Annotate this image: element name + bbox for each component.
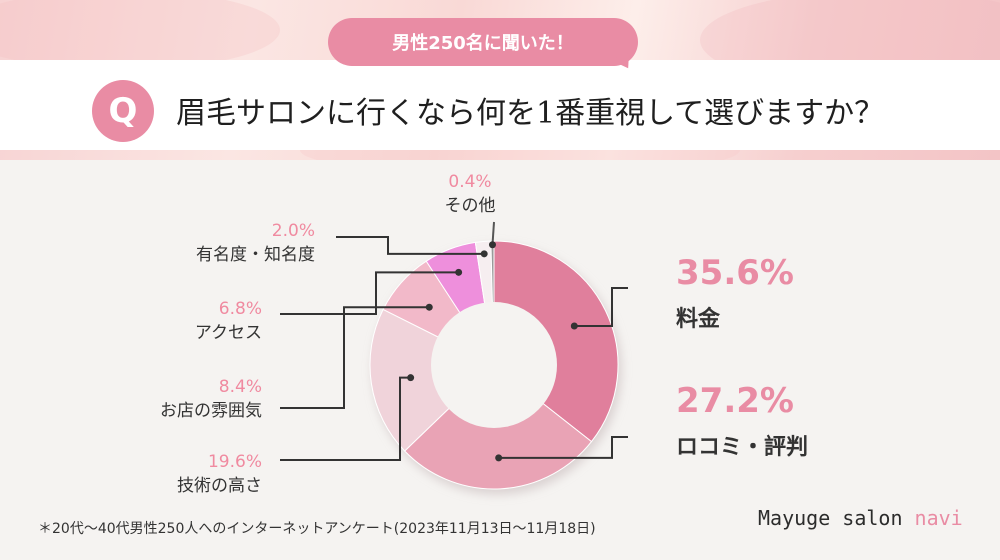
survey-tag: 男性250名に聞いた！ [328,18,638,66]
slice-percent-label-5: 6.8% [219,299,262,319]
question-badge: Q [92,80,154,142]
leader-dot-1 [570,322,578,330]
pie-slice-3 [369,308,495,452]
leader-dot-4 [425,303,433,311]
leader-dot-2 [495,454,503,462]
question-title: 眉毛サロンに行くなら何を1番重視して選びますか？ [176,96,885,131]
slice-percent-label-7: 0.4% [448,172,491,192]
slice-percent-label-6: 2.0% [272,221,315,241]
leader-dot-6 [480,250,488,258]
slice-percent-label-4: 8.4% [219,377,262,397]
leader-line-1 [574,287,628,327]
footnote: ＊20代〜40代男性250人へのインターネットアンケート(2023年11月13日… [38,521,596,537]
leader-dot-5 [455,268,463,276]
slice-category-label-1: 料金 [676,306,721,332]
pie-slice-1 [493,240,619,443]
leader-dot-3 [407,374,415,382]
brand-accent: navi [914,506,963,530]
leader-line-3 [280,376,411,461]
leader-line-7 [491,221,495,245]
slice-percent-label-1: 35.6% [676,253,794,293]
slice-category-label-4: お店の雰囲気 [160,401,262,421]
leader-line-2 [498,436,628,459]
leader-line-6 [336,236,485,255]
slice-category-label-3: 技術の高さ [177,476,262,496]
leader-line-4 [280,306,430,409]
slice-percent-label-3: 19.6% [208,452,262,472]
question-bar [0,60,1000,150]
slice-percent-label-2: 27.2% [676,381,794,421]
slice-category-label-5: アクセス [195,323,262,343]
leader-line-5 [280,271,459,315]
slice-category-label-6: 有名度・知名度 [196,245,315,265]
slice-category-label-7: その他 [445,196,496,216]
brand-text: Mayuge salon [758,506,915,530]
brand-logo: Mayuge salon navi [758,506,963,530]
leader-dot-7 [488,241,496,249]
slice-category-label-2: ロコミ・評判 [676,434,808,460]
